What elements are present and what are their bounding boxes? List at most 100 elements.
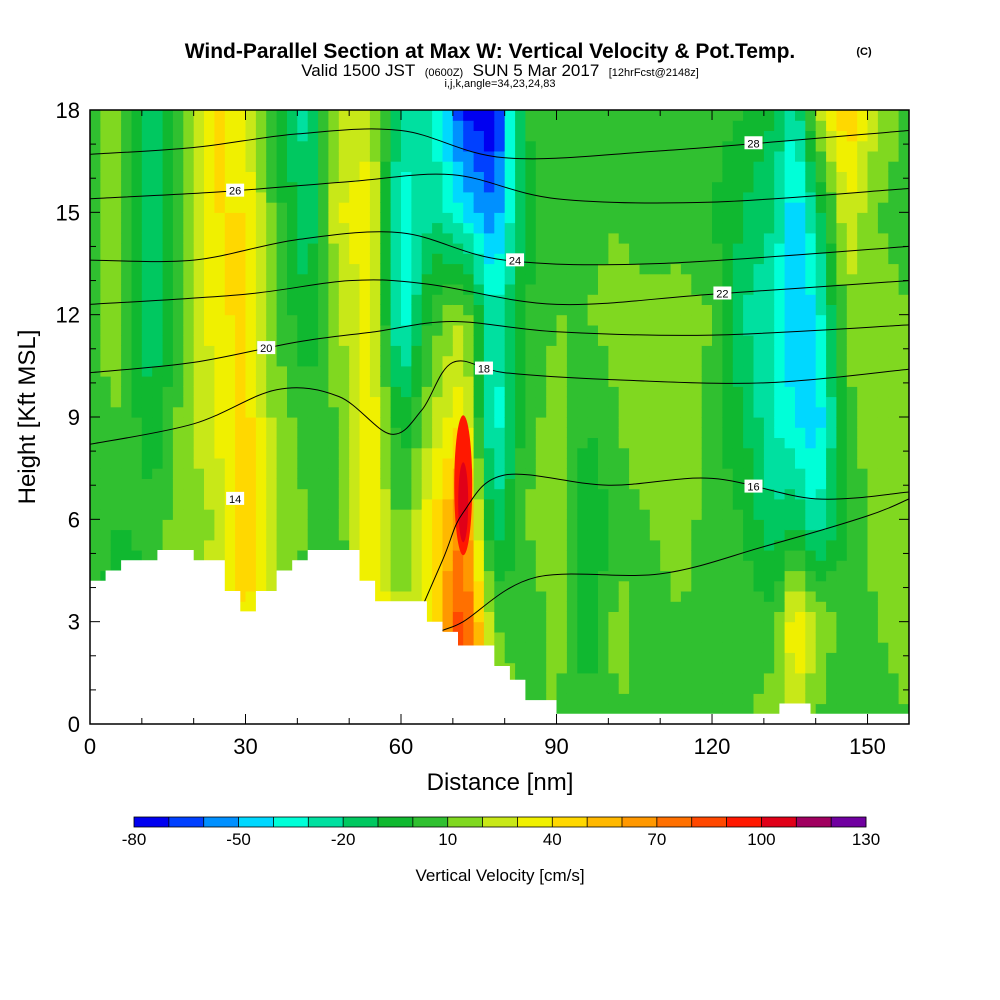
field-cell xyxy=(359,232,371,244)
field-cell xyxy=(515,457,527,469)
field-cell xyxy=(546,110,558,121)
field-cell xyxy=(774,324,786,336)
field-cell xyxy=(566,550,578,561)
field-cell xyxy=(318,437,330,449)
field-cell xyxy=(815,683,827,694)
field-cell xyxy=(691,202,703,213)
field-cell xyxy=(649,191,661,203)
field-cell xyxy=(297,376,309,387)
field-cell xyxy=(401,263,412,275)
field-cell xyxy=(162,468,174,479)
field-cell xyxy=(898,570,909,582)
field-cell xyxy=(826,550,838,561)
field-cell xyxy=(390,232,402,244)
field-cell xyxy=(556,457,568,469)
field-cell xyxy=(867,488,879,500)
field-cell xyxy=(608,662,620,674)
field-cell xyxy=(722,570,734,582)
field-cell xyxy=(618,304,630,316)
field-cell xyxy=(535,263,547,275)
field-cell xyxy=(515,672,527,684)
field-cell xyxy=(660,591,672,602)
field-cell xyxy=(566,631,578,643)
field-cell xyxy=(328,191,340,203)
field-cell xyxy=(680,519,692,531)
field-cell xyxy=(141,324,153,336)
field-cell xyxy=(753,202,765,213)
field-cell xyxy=(701,140,713,152)
field-cell xyxy=(287,550,298,561)
field-cell xyxy=(774,202,786,213)
field-cell xyxy=(608,601,620,612)
field-cell xyxy=(566,253,578,265)
field-cell xyxy=(318,427,330,438)
field-cell xyxy=(618,253,630,265)
field-cell xyxy=(649,417,661,428)
field-cell xyxy=(515,273,527,285)
field-cell xyxy=(255,498,267,510)
field-cell xyxy=(556,130,568,142)
field-cell xyxy=(525,406,537,418)
field-cell xyxy=(743,427,755,438)
field-cell xyxy=(297,539,309,551)
field-cell xyxy=(732,683,744,694)
field-cell xyxy=(349,406,361,418)
field-cell xyxy=(577,662,589,674)
field-cell xyxy=(577,171,589,183)
field-cell xyxy=(359,519,371,531)
field-cell xyxy=(245,437,257,449)
field-cell xyxy=(442,580,454,592)
field-cell xyxy=(535,181,547,193)
field-cell xyxy=(359,457,371,469)
field-cell xyxy=(266,447,278,459)
field-cell xyxy=(421,324,433,336)
field-cell xyxy=(608,396,620,408)
field-cell xyxy=(369,202,381,213)
field-cell xyxy=(846,427,858,438)
field-cell xyxy=(90,386,101,398)
field-cell xyxy=(204,355,215,367)
field-cell xyxy=(857,478,869,490)
field-cell xyxy=(90,478,101,490)
field-cell xyxy=(846,457,858,469)
field-cell xyxy=(805,683,817,694)
field-cell xyxy=(566,161,578,172)
field-cell xyxy=(214,324,226,336)
field-cell xyxy=(629,447,641,459)
field-cell xyxy=(245,110,257,121)
field-cell xyxy=(318,365,330,377)
field-cell xyxy=(743,529,755,541)
field-cell xyxy=(359,406,371,418)
field-cell xyxy=(898,181,909,193)
field-cell xyxy=(815,550,827,561)
field-cell xyxy=(795,631,806,643)
field-cell xyxy=(877,324,889,336)
field-cell xyxy=(629,457,641,469)
field-cell xyxy=(898,212,909,224)
field-cell xyxy=(162,478,174,490)
field-cell xyxy=(867,560,879,572)
field-cell xyxy=(639,652,651,664)
field-cell xyxy=(193,396,205,408)
field-cell xyxy=(898,273,909,285)
field-cell xyxy=(525,110,537,121)
field-cell xyxy=(888,386,900,398)
field-cell xyxy=(328,488,340,500)
field-cell xyxy=(411,376,423,387)
field-cell xyxy=(401,498,412,510)
field-cell xyxy=(608,253,620,265)
field-cell xyxy=(287,457,298,469)
colorbar-swatch xyxy=(726,817,762,827)
field-cell xyxy=(867,355,879,367)
field-cell xyxy=(307,406,319,418)
field-cell xyxy=(204,284,215,295)
field-cell xyxy=(795,406,806,418)
field-cell xyxy=(743,284,755,295)
field-cell xyxy=(473,130,485,142)
field-cell xyxy=(255,181,267,193)
field-cell xyxy=(359,386,371,398)
field-cell xyxy=(753,253,765,265)
field-cell xyxy=(556,314,568,326)
field-cell xyxy=(629,365,641,377)
field-cell xyxy=(712,243,723,254)
